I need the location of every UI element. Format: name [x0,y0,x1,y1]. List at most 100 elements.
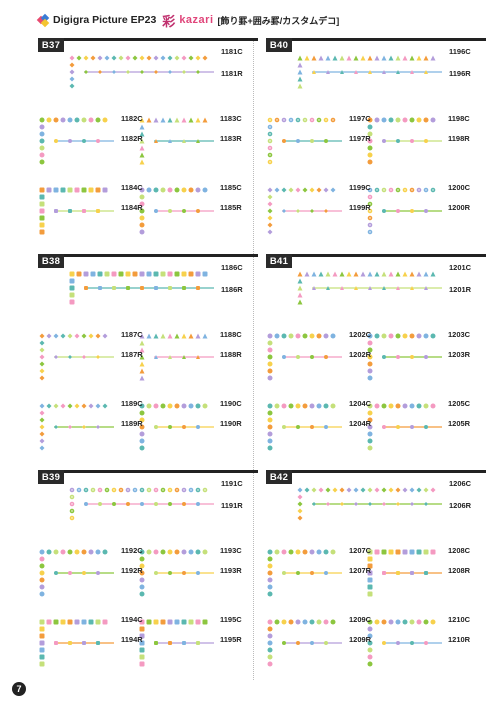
section-rule [38,470,258,473]
item-code: 1200C [448,183,471,192]
item-code: 1187C [121,330,143,339]
item-code: 1185C [220,183,242,192]
item-code: 1190R [220,419,242,428]
border-sample [138,618,218,675]
border-sample [38,618,118,675]
border-sample [296,486,446,528]
border-sample-graphic [39,333,114,381]
item-code: 1201R [449,285,472,294]
section-code: B38 [38,254,64,268]
item-code: 1210C [448,615,471,624]
border-sample-graphic [367,403,442,451]
border-sample-graphic [69,271,214,305]
item-code: 1208C [448,546,471,555]
section-rule [266,254,486,257]
item-code: 1181C [221,47,243,56]
item-code: 1196R [449,69,471,78]
border-sample [266,618,346,675]
border-sample-graphic [69,55,214,89]
item-code: 1191C [221,479,243,488]
border-sample-graphic [297,271,442,305]
border-sample-graphic [69,487,214,521]
border-sample-graphic [267,333,342,381]
border-sample [266,548,346,605]
border-sample-graphic [367,549,442,597]
item-code: 1201C [449,263,472,272]
border-sample-graphic [367,333,442,381]
border-sample-graphic [297,55,442,89]
border-sample [366,402,446,459]
border-sample-graphic [39,619,114,667]
border-sample [138,402,218,459]
item-code: 1202R [349,350,372,359]
item-code: 1189C [121,399,143,408]
item-code: 1202C [349,330,372,339]
border-sample-graphic [139,333,214,381]
item-code: 1197R [349,134,371,143]
border-sample [138,332,218,389]
item-code: 1188R [220,350,242,359]
border-sample-graphic [267,117,342,165]
border-sample-graphic [267,403,342,451]
diamond-logo-icon [36,13,50,27]
section-code: B41 [266,254,292,268]
item-code: 1199C [349,183,371,192]
item-code: 1204R [349,419,372,428]
item-code: 1207R [349,566,372,575]
border-sample [38,402,118,459]
item-code: 1198C [448,114,470,123]
border-sample [38,548,118,605]
item-code: 1181R [221,69,243,78]
border-sample [366,186,446,243]
border-sample-graphic [39,117,114,165]
border-sample [266,116,346,173]
border-sample-graphic [139,619,214,667]
column-divider [253,40,254,680]
section-b37: B37 1181C 1181R 1182C 1182R 1183C 1183R 1184C 11… [38,38,258,258]
border-sample [266,402,346,459]
item-code: 1186R [221,285,243,294]
border-sample [38,116,118,173]
item-code: 1204C [349,399,372,408]
border-sample-graphic [367,187,442,235]
section-rule [38,254,258,257]
item-code: 1206C [449,479,472,488]
item-code: 1184R [121,203,143,212]
border-sample-graphic [139,117,214,165]
border-sample-graphic [267,187,342,235]
section-code: B39 [38,470,64,484]
border-sample [68,270,218,312]
item-code: 1205C [448,399,471,408]
border-sample-graphic [139,403,214,451]
brand-kazari: kazari [179,14,214,26]
border-sample [38,186,118,243]
item-code: 1209C [349,615,372,624]
item-code: 1209R [349,635,372,644]
border-sample [296,270,446,312]
item-code: 1193R [220,566,242,575]
section-code: B40 [266,38,292,52]
section-b38: B38 1186C 1186R 1187C 1187R 1188C 1188R 1189C 11… [38,254,258,474]
item-code: 1200R [448,203,471,212]
item-code: 1198R [448,134,470,143]
item-code: 1187R [121,350,143,359]
border-sample [366,618,446,675]
item-code: 1189R [121,419,143,428]
item-code: 1197C [349,114,371,123]
border-sample-graphic [267,549,342,597]
section-b40: B40 1196C 1196R 1197C 1197R 1198C 1198R 1199C 11… [266,38,486,258]
section-b39: B39 1191C 1191R 1192C 1192R 1193C 1193R 1194C 11… [38,470,258,690]
item-code: 1184C [121,183,143,192]
item-code: 1205R [448,419,471,428]
border-sample [366,116,446,173]
border-sample [266,186,346,243]
border-sample [366,332,446,389]
page-subtitle: [飾り罫+囲み罫/カスタムデコ] [217,15,340,26]
item-code: 1196C [449,47,471,56]
section-code: B37 [38,38,64,52]
border-sample-graphic [267,619,342,667]
brand-title: Digigra Picture EP23 [53,14,157,26]
item-code: 1195C [220,615,242,624]
item-code: 1192C [121,546,143,555]
brand-kanji: 彩 [162,14,176,30]
